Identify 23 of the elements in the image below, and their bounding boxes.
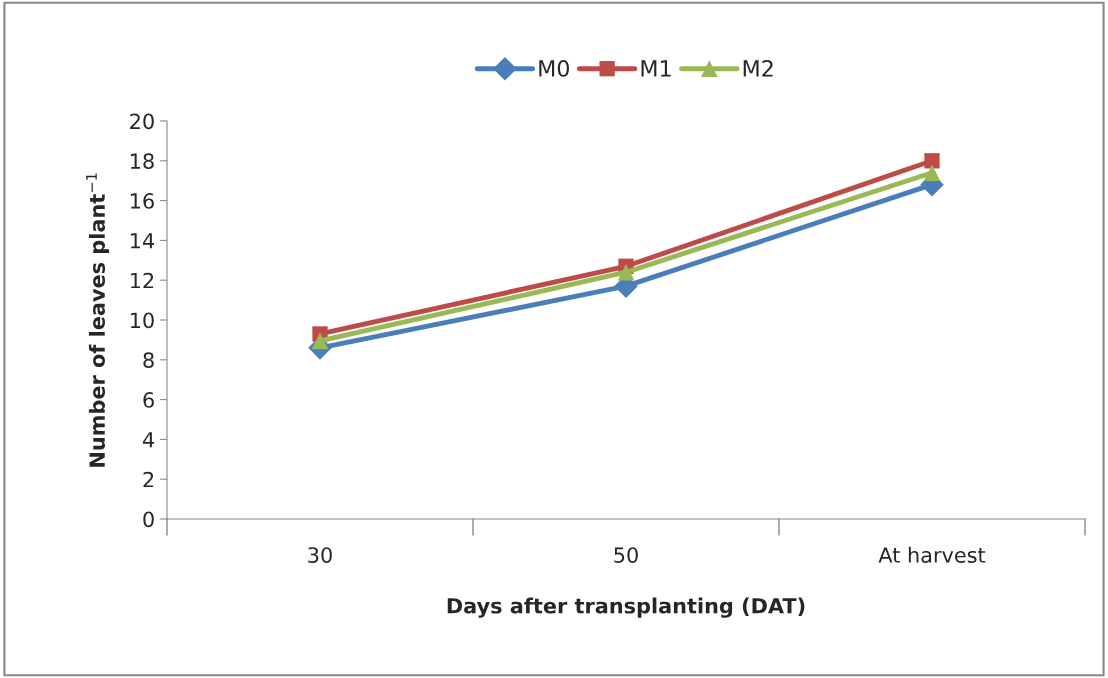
legend-label: M0 — [539, 59, 569, 77]
y-tick-label: 0 — [143, 511, 154, 528]
y-tick-label: 12 — [130, 272, 154, 289]
y-tick-label: 10 — [130, 312, 154, 329]
y-tick-label: 2 — [143, 471, 154, 488]
y-tick-label: 8 — [143, 352, 154, 369]
point — [311, 332, 329, 350]
y-tick-label: 14 — [130, 233, 155, 249]
legend-label: M1 — [641, 60, 671, 77]
y-tick-label: 16 — [130, 193, 154, 209]
x-tick-label: 50 — [614, 547, 638, 563]
x-tick-label: At harvest — [878, 546, 986, 563]
y-tick-label: 4 — [142, 432, 155, 448]
y-tick-label: 18 — [130, 153, 154, 170]
y-axis-title: Number of leaves plant$^{−1}$ — [86, 173, 110, 467]
point — [923, 164, 941, 182]
x-axis-title: Days after transplanting (DAT) — [447, 597, 805, 618]
y-tick-label: 6 — [143, 392, 154, 408]
point — [617, 263, 635, 281]
point — [924, 153, 940, 169]
y-tick-label: 20 — [130, 113, 154, 130]
legend-label: M2 — [743, 59, 773, 77]
x-tick-label: 30 — [308, 547, 332, 563]
